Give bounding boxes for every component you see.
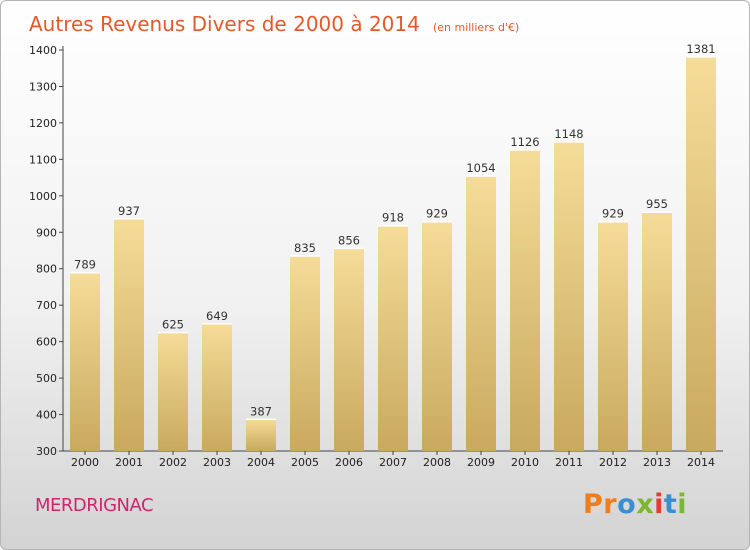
proxiti-logo-letter: i	[677, 489, 688, 520]
data-label: 856	[338, 233, 360, 247]
y-tick-label: 1000	[29, 190, 57, 203]
data-label: 1381	[686, 42, 715, 56]
bar	[510, 149, 540, 452]
proxiti-logo: Proxiti	[583, 489, 687, 520]
x-tick-label: 2010	[511, 456, 539, 469]
data-label: 1054	[466, 161, 495, 175]
y-tick-label: 600	[36, 336, 57, 349]
y-tick-label: 300	[36, 445, 57, 458]
y-tick-label: 700	[36, 299, 57, 312]
data-label: 835	[294, 241, 316, 255]
bar	[422, 221, 452, 451]
bar	[642, 212, 672, 451]
bars: 789 937 625 649 387 835 856 918 929 1054 1126 1148 9…	[70, 42, 716, 452]
bar	[290, 255, 320, 451]
data-label: 789	[74, 258, 96, 272]
bar	[554, 141, 584, 451]
bar	[686, 56, 716, 452]
proxiti-logo-letter: P	[583, 489, 604, 520]
data-label: 955	[646, 197, 668, 211]
data-label: 1148	[554, 127, 583, 141]
bar	[466, 176, 496, 451]
data-label: 929	[426, 207, 448, 221]
x-tick-label: 2008	[423, 456, 451, 469]
bar	[114, 218, 144, 451]
bar	[70, 272, 100, 451]
x-tick-label: 2000	[71, 456, 99, 469]
y-tick-label: 1200	[29, 117, 57, 130]
bar	[334, 248, 364, 451]
data-label: 649	[206, 309, 228, 323]
data-label: 387	[250, 404, 272, 418]
y-tick-label: 800	[36, 263, 57, 276]
x-tick-label: 2009	[467, 456, 495, 469]
proxiti-logo-letter: t	[663, 489, 678, 520]
data-label: 625	[162, 318, 184, 332]
bar	[202, 323, 232, 451]
data-label: 918	[382, 211, 404, 225]
x-tick-label: 2001	[115, 456, 143, 469]
data-label: 937	[118, 204, 140, 218]
bar	[246, 419, 276, 451]
x-tick-label: 2006	[335, 456, 363, 469]
x-tick-label: 2002	[159, 456, 187, 469]
chart-title-unit: (en milliers d'€)	[433, 21, 519, 34]
proxiti-logo-letter: i	[654, 489, 664, 520]
x-tick-label: 2007	[379, 456, 407, 469]
bar	[158, 332, 188, 451]
data-label: 929	[602, 207, 624, 221]
x-tick-label: 2003	[203, 456, 231, 469]
chart-title-main: Autres Revenus Divers de 2000 à 2014	[29, 12, 420, 36]
y-tick-label: 1400	[29, 44, 57, 57]
proxiti-logo-letter: x	[636, 489, 655, 520]
bar	[598, 221, 628, 451]
x-tick-label: 2005	[291, 456, 319, 469]
x-tick-label: 2004	[247, 456, 275, 469]
y-tick-label: 400	[36, 409, 57, 422]
y-tick-label: 1100	[29, 153, 57, 166]
y-tick-label: 900	[36, 226, 57, 239]
x-tick-label: 2012	[599, 456, 627, 469]
x-tick-label: 2013	[643, 456, 671, 469]
x-tick-label: 2011	[555, 456, 583, 469]
proxiti-logo-letter: r	[603, 489, 618, 520]
axes: 300 400 500 600 700 800 900 1000 1100 1200 1300 140…	[29, 44, 723, 469]
commune-name: MERDRIGNAC	[35, 495, 154, 516]
y-tick-label: 1300	[29, 80, 57, 93]
x-tick-label: 2014	[687, 456, 715, 469]
bar	[378, 225, 408, 451]
y-tick-label: 500	[36, 372, 57, 385]
data-label: 1126	[510, 135, 539, 149]
chart-title: Autres Revenus Divers de 2000 à 2014 (en…	[29, 12, 519, 36]
proxiti-logo-letter: o	[617, 489, 637, 520]
